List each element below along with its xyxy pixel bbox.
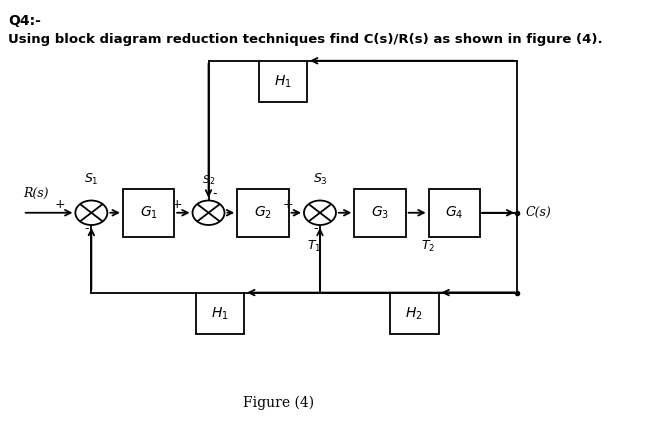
Text: $G_4$: $G_4$ (445, 205, 463, 221)
Bar (123, 189, 174, 237)
Circle shape (192, 201, 225, 225)
Bar (259, 61, 307, 102)
Text: $S_1$: $S_1$ (84, 172, 99, 187)
Circle shape (304, 201, 336, 225)
Text: $S_2$: $S_2$ (202, 174, 215, 187)
Text: +: + (172, 198, 182, 210)
Bar (237, 189, 288, 237)
Text: $T_2$: $T_2$ (422, 239, 436, 254)
Text: $G_3$: $G_3$ (371, 205, 389, 221)
Text: C(s): C(s) (526, 206, 552, 219)
Bar (390, 292, 438, 334)
Text: $G_2$: $G_2$ (254, 205, 272, 221)
Text: -: - (212, 187, 216, 200)
Text: Figure (4): Figure (4) (243, 395, 314, 410)
Text: -: - (85, 222, 89, 234)
Text: +: + (54, 198, 65, 210)
Circle shape (76, 201, 107, 225)
Bar (428, 189, 480, 237)
Text: $G_1$: $G_1$ (139, 205, 158, 221)
Text: Q4:-: Q4:- (9, 14, 41, 28)
Text: $H_1$: $H_1$ (274, 74, 292, 90)
Text: $T_1$: $T_1$ (307, 239, 322, 254)
Bar (354, 189, 406, 237)
Text: $H_2$: $H_2$ (406, 305, 423, 322)
Text: +: + (283, 198, 294, 210)
Text: Using block diagram reduction techniques find C(s)/R(s) as shown in figure (4).: Using block diagram reduction techniques… (9, 33, 603, 47)
Text: -: - (313, 222, 318, 234)
Text: R(s): R(s) (23, 187, 48, 200)
Bar (196, 292, 244, 334)
Text: $H_1$: $H_1$ (211, 305, 229, 322)
Text: $S_3$: $S_3$ (312, 172, 328, 187)
